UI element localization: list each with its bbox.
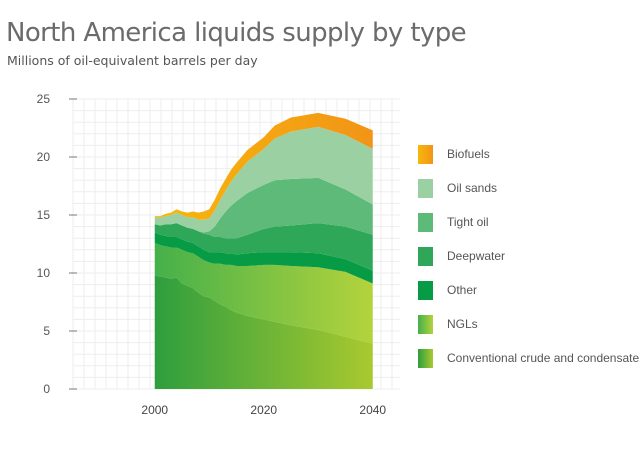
area-other <box>154 232 373 284</box>
legend-label: Conventional crude and condensate <box>447 351 640 365</box>
area-conventional-crude-and-condensate <box>154 275 373 389</box>
x-tick-label: 2040 <box>359 403 386 417</box>
legend-item-biofuels: Biofuels <box>418 137 639 171</box>
legend-swatch <box>418 212 433 232</box>
legend-label: Biofuels <box>447 147 490 161</box>
legend-label: Tight oil <box>447 215 489 229</box>
area-deepwater <box>154 223 373 271</box>
y-tick-label: 15 <box>37 208 51 222</box>
legend: Biofuels Oil sands Tight oil Deepwater Other… <box>418 137 639 375</box>
area-ngls <box>154 242 373 344</box>
legend-item-oil-sands: Oil sands <box>418 171 639 205</box>
area-oil-sands <box>154 126 373 233</box>
area-biofuels <box>154 112 373 220</box>
stacked-areas <box>154 112 373 389</box>
legend-label: Deepwater <box>447 249 506 263</box>
legend-swatch <box>418 178 433 198</box>
legend-swatch <box>418 348 433 368</box>
axes: 0 5 10 15 20 25 2000 2020 2040 <box>37 92 387 417</box>
y-tick-label: 25 <box>37 92 51 106</box>
area-tight-oil <box>154 177 373 239</box>
legend-item-deepwater: Deepwater <box>418 239 639 273</box>
y-tick-label: 10 <box>37 266 51 280</box>
x-tick-label: 2020 <box>250 403 277 417</box>
legend-swatch <box>418 246 433 266</box>
legend-swatch <box>418 280 433 300</box>
legend-label: Other <box>447 283 478 297</box>
chart-title: North America liquids supply by type <box>6 18 467 48</box>
legend-item-conventional-crude-and-condensate: Conventional crude and condensate <box>418 341 639 375</box>
y-tick-label: 20 <box>37 150 51 164</box>
legend-item-tight-oil: Tight oil <box>418 205 639 239</box>
legend-item-other: Other <box>418 273 639 307</box>
legend-swatch <box>418 144 433 164</box>
legend-label: Oil sands <box>447 181 498 195</box>
legend-label: NGLs <box>447 317 478 331</box>
legend-swatch <box>418 314 433 334</box>
chart-subtitle: Millions of oil-equivalent barrels per d… <box>7 53 258 68</box>
legend-item-ngls: NGLs <box>418 307 639 341</box>
y-tick-label: 0 <box>43 382 50 396</box>
y-tick-label: 5 <box>43 324 50 338</box>
x-tick-label: 2000 <box>141 403 168 417</box>
